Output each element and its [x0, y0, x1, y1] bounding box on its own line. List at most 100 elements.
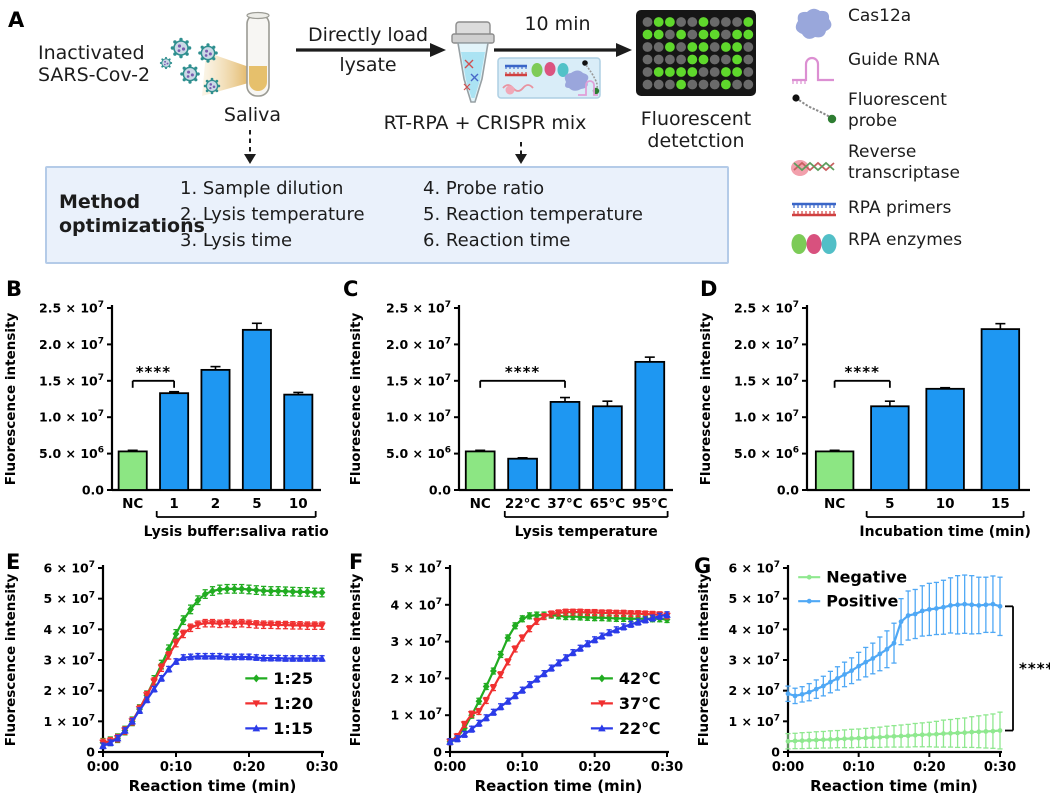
- svg-text:Reaction time (min): Reaction time (min): [810, 777, 978, 795]
- svg-text:Lysis temperature: Lysis temperature: [515, 524, 658, 540]
- svg-text:****: ****: [505, 363, 540, 381]
- svg-text:22℃: 22℃: [619, 719, 661, 738]
- optimization-item: 3. Lysis time: [180, 230, 293, 251]
- optimization-item: 2. Lysis temperature: [180, 204, 365, 225]
- svg-text:5 × 107: 5 × 107: [728, 591, 780, 607]
- legend-label: RPA enzymes: [848, 230, 963, 250]
- well-negative: [709, 79, 720, 90]
- well-negative: [721, 29, 731, 40]
- rpa-primers-icon: [792, 202, 836, 217]
- svg-text:****: ****: [845, 363, 880, 381]
- svg-text:Reaction time (min): Reaction time (min): [129, 777, 297, 795]
- svg-text:2.0 × 107: 2.0 × 107: [734, 336, 799, 352]
- svg-text:0:30: 0:30: [984, 760, 1016, 775]
- chip-grna-icon: [578, 80, 598, 96]
- well-positive: [653, 29, 664, 40]
- legend-label: Guide RNA: [848, 50, 940, 70]
- well-negative: [698, 79, 709, 90]
- saliva-label: Saliva: [223, 104, 282, 126]
- svg-text:6 × 107: 6 × 107: [43, 560, 95, 576]
- svg-text:37℃: 37℃: [619, 694, 661, 713]
- svg-text:22°C: 22°C: [505, 496, 541, 512]
- chart-panel-f: 0 1 × 107 2 × 107 3 × 107 4 × 107 5 × 107 Fluo…: [345, 552, 693, 800]
- svg-text:5 × 107: 5 × 107: [43, 591, 95, 607]
- svg-text:1.5 × 107: 1.5 × 107: [386, 373, 451, 389]
- sample-label: Inactivated SARS-Cov-2: [38, 42, 151, 86]
- svg-text:0:00: 0:00: [87, 760, 119, 775]
- optimization-col2: 4. Probe ratio 5. Reaction temperature 6…: [423, 176, 643, 254]
- svg-text:5: 5: [885, 496, 894, 512]
- well-positive: [676, 79, 686, 90]
- svg-text:2.0 × 107: 2.0 × 107: [386, 336, 451, 352]
- svg-text:1.5 × 107: 1.5 × 107: [39, 373, 104, 389]
- svg-text:4 × 107: 4 × 107: [390, 597, 442, 613]
- panel-b-label: B: [6, 277, 23, 301]
- chip-cas12a-icon: [564, 70, 589, 91]
- well-positive: [709, 29, 720, 40]
- svg-text:5.0 × 106: 5.0 × 106: [734, 446, 799, 462]
- well-negative: [687, 79, 698, 90]
- well-negative: [698, 67, 709, 77]
- svg-text:Fluorescence intensity: Fluorescence intensity: [348, 313, 364, 486]
- well-negative: [709, 54, 720, 65]
- svg-text:3 × 107: 3 × 107: [728, 652, 780, 668]
- svg-text:1:25: 1:25: [273, 669, 313, 688]
- well-positive: [665, 17, 675, 27]
- optimization-item: 4. Probe ratio: [423, 178, 545, 199]
- svg-text:1.5 × 107: 1.5 × 107: [734, 373, 799, 389]
- svg-text:0:30: 0:30: [306, 760, 338, 775]
- svg-text:0:00: 0:00: [434, 760, 466, 775]
- rpa-enzymes-icon: [791, 234, 837, 254]
- svg-text:Reaction time (min): Reaction time (min): [475, 777, 643, 795]
- guide-rna-icon: [792, 56, 834, 84]
- mix-label: RT-RPA + CRISPR mix: [383, 112, 587, 134]
- svg-text:1: 1: [169, 496, 178, 512]
- svg-text:2 × 107: 2 × 107: [390, 670, 442, 686]
- svg-text:0:20: 0:20: [913, 760, 945, 775]
- detection-label: Fluorescent detetction: [640, 108, 752, 152]
- chip-rt-icon: [502, 84, 534, 92]
- well-negative: [721, 54, 731, 65]
- well-positive: [676, 29, 686, 40]
- svg-text:Fluorescence intensity: Fluorescence intensity: [348, 574, 364, 747]
- svg-text:Fluorescence intensity: Fluorescence intensity: [3, 574, 19, 747]
- legend-row-grna: Guide RNA: [790, 50, 988, 86]
- svg-text:2.5 × 107: 2.5 × 107: [386, 300, 451, 316]
- well-negative: [709, 17, 720, 27]
- legend-row-primers: RPA primers: [790, 198, 988, 222]
- svg-text:0:30: 0:30: [651, 760, 683, 775]
- svg-text:0:20: 0:20: [233, 760, 265, 775]
- chip-enzymes-icon: [531, 62, 569, 77]
- well-negative: [642, 54, 653, 65]
- panel-c-label: C: [343, 277, 359, 301]
- well-positive: [721, 79, 731, 90]
- well-negative: [743, 42, 754, 52]
- well-negative: [732, 79, 742, 90]
- chart-D: 0.0 5.0 × 106 1.0 × 107 1.5 × 107 2.0 × 107 2…: [698, 300, 1031, 540]
- well-negative: [743, 67, 754, 77]
- svg-text:65°C: 65°C: [590, 496, 626, 512]
- svg-text:****: ****: [1019, 659, 1050, 677]
- reverse-transcriptase-icon: [791, 160, 835, 176]
- svg-text:42℃: 42℃: [619, 669, 661, 688]
- svg-text:5.0 × 106: 5.0 × 106: [39, 446, 104, 462]
- dashed-arrow-mix: [515, 142, 527, 164]
- svg-text:0.0: 0.0: [82, 483, 104, 498]
- well-positive: [653, 17, 664, 27]
- well-positive: [732, 54, 742, 65]
- optimization-box: Method optimizations 1. Sample dilution …: [45, 166, 729, 264]
- legend-row-probe: Fluorescent probe: [790, 90, 988, 132]
- optimization-item: 5. Reaction temperature: [423, 204, 643, 225]
- well-negative: [653, 42, 664, 52]
- svg-text:Fluorescence intensity: Fluorescence intensity: [696, 574, 712, 747]
- well-negative: [709, 42, 720, 52]
- well-positive: [665, 42, 675, 52]
- svg-text:0:20: 0:20: [578, 760, 610, 775]
- well-positive: [732, 67, 742, 77]
- svg-text:4 × 107: 4 × 107: [728, 621, 780, 637]
- well-negative: [709, 67, 720, 77]
- cas12a-icon: [795, 8, 832, 39]
- svg-text:0:10: 0:10: [506, 760, 538, 775]
- well-negative: [743, 54, 754, 65]
